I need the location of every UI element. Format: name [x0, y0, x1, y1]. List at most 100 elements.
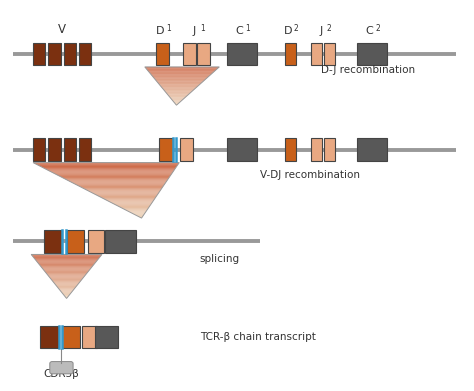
Polygon shape: [159, 84, 200, 85]
Polygon shape: [122, 208, 148, 209]
Polygon shape: [124, 209, 147, 210]
Polygon shape: [111, 203, 152, 204]
Polygon shape: [174, 102, 180, 103]
Polygon shape: [40, 266, 93, 267]
Polygon shape: [58, 288, 75, 289]
Text: 1: 1: [200, 24, 204, 33]
Polygon shape: [152, 75, 210, 76]
Polygon shape: [94, 194, 158, 195]
Polygon shape: [146, 68, 218, 69]
Polygon shape: [154, 78, 207, 79]
Polygon shape: [150, 73, 212, 74]
Bar: [357, 43, 387, 65]
Polygon shape: [116, 205, 151, 206]
Polygon shape: [63, 294, 70, 295]
Polygon shape: [59, 289, 74, 290]
Polygon shape: [64, 296, 69, 297]
Text: C: C: [236, 26, 243, 36]
Polygon shape: [52, 280, 82, 281]
Polygon shape: [45, 271, 89, 272]
Polygon shape: [137, 216, 143, 217]
Polygon shape: [81, 187, 163, 188]
Polygon shape: [65, 297, 68, 298]
Polygon shape: [59, 176, 170, 177]
Polygon shape: [163, 88, 195, 89]
Polygon shape: [56, 285, 77, 286]
Bar: [227, 138, 257, 161]
Polygon shape: [53, 172, 173, 174]
Polygon shape: [161, 86, 198, 87]
Polygon shape: [62, 293, 71, 294]
Polygon shape: [57, 286, 76, 287]
Polygon shape: [170, 97, 185, 98]
Polygon shape: [49, 276, 84, 277]
Bar: [357, 138, 387, 161]
Bar: [64, 43, 76, 65]
Polygon shape: [163, 89, 194, 90]
Bar: [156, 43, 169, 65]
Polygon shape: [146, 69, 217, 70]
Polygon shape: [155, 79, 206, 80]
Polygon shape: [74, 184, 165, 185]
Bar: [48, 138, 61, 161]
Polygon shape: [37, 262, 96, 263]
Polygon shape: [118, 206, 150, 207]
Polygon shape: [64, 295, 69, 296]
Polygon shape: [33, 257, 100, 258]
Polygon shape: [46, 169, 175, 170]
Text: splicing: splicing: [200, 254, 240, 264]
Polygon shape: [68, 180, 167, 181]
Text: 2: 2: [375, 24, 380, 33]
Bar: [105, 230, 136, 253]
Bar: [310, 43, 322, 65]
Bar: [66, 230, 84, 253]
Polygon shape: [55, 284, 78, 285]
Polygon shape: [166, 92, 191, 93]
Polygon shape: [34, 258, 99, 259]
Bar: [95, 326, 118, 348]
Polygon shape: [155, 80, 205, 81]
Polygon shape: [161, 87, 197, 88]
Polygon shape: [128, 212, 146, 213]
Polygon shape: [113, 204, 151, 205]
Polygon shape: [102, 198, 155, 199]
Text: 1: 1: [245, 24, 250, 33]
Polygon shape: [153, 77, 208, 78]
Text: V-DJ recombination: V-DJ recombination: [260, 170, 360, 180]
Polygon shape: [165, 91, 192, 92]
Polygon shape: [51, 279, 82, 280]
Bar: [44, 230, 62, 253]
Polygon shape: [65, 179, 168, 180]
Text: D: D: [156, 26, 164, 36]
Bar: [79, 138, 91, 161]
Polygon shape: [148, 71, 215, 72]
Polygon shape: [64, 178, 169, 179]
Polygon shape: [98, 196, 156, 197]
Bar: [63, 326, 80, 348]
Polygon shape: [169, 96, 187, 97]
Polygon shape: [158, 83, 201, 84]
Bar: [33, 43, 46, 65]
Polygon shape: [44, 270, 89, 271]
Bar: [324, 43, 335, 65]
Polygon shape: [91, 192, 159, 194]
Bar: [88, 230, 104, 253]
Polygon shape: [168, 95, 188, 96]
Polygon shape: [83, 188, 162, 189]
Text: 2: 2: [294, 24, 299, 33]
Bar: [64, 138, 76, 161]
Polygon shape: [35, 164, 179, 165]
Polygon shape: [149, 72, 213, 73]
Polygon shape: [60, 290, 73, 291]
Polygon shape: [57, 175, 171, 176]
Polygon shape: [38, 263, 95, 264]
Bar: [285, 43, 296, 65]
Polygon shape: [153, 76, 209, 77]
Bar: [324, 138, 335, 161]
Polygon shape: [48, 170, 174, 172]
Polygon shape: [42, 267, 91, 269]
Text: V: V: [58, 23, 66, 36]
Bar: [82, 326, 97, 348]
Polygon shape: [46, 273, 87, 274]
Polygon shape: [147, 70, 216, 71]
